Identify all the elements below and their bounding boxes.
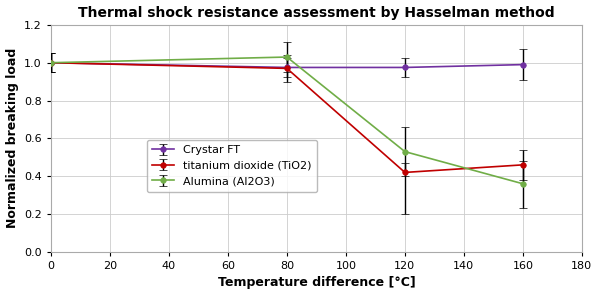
Legend: Crystar FT, titanium dioxide (TiO2), Alumina (Al2O3): Crystar FT, titanium dioxide (TiO2), Alu… [147, 140, 318, 192]
X-axis label: Temperature difference [°C]: Temperature difference [°C] [218, 276, 415, 289]
Y-axis label: Normalized breaking load: Normalized breaking load [5, 48, 19, 229]
Title: Thermal shock resistance assessment by Hasselman method: Thermal shock resistance assessment by H… [78, 6, 555, 19]
